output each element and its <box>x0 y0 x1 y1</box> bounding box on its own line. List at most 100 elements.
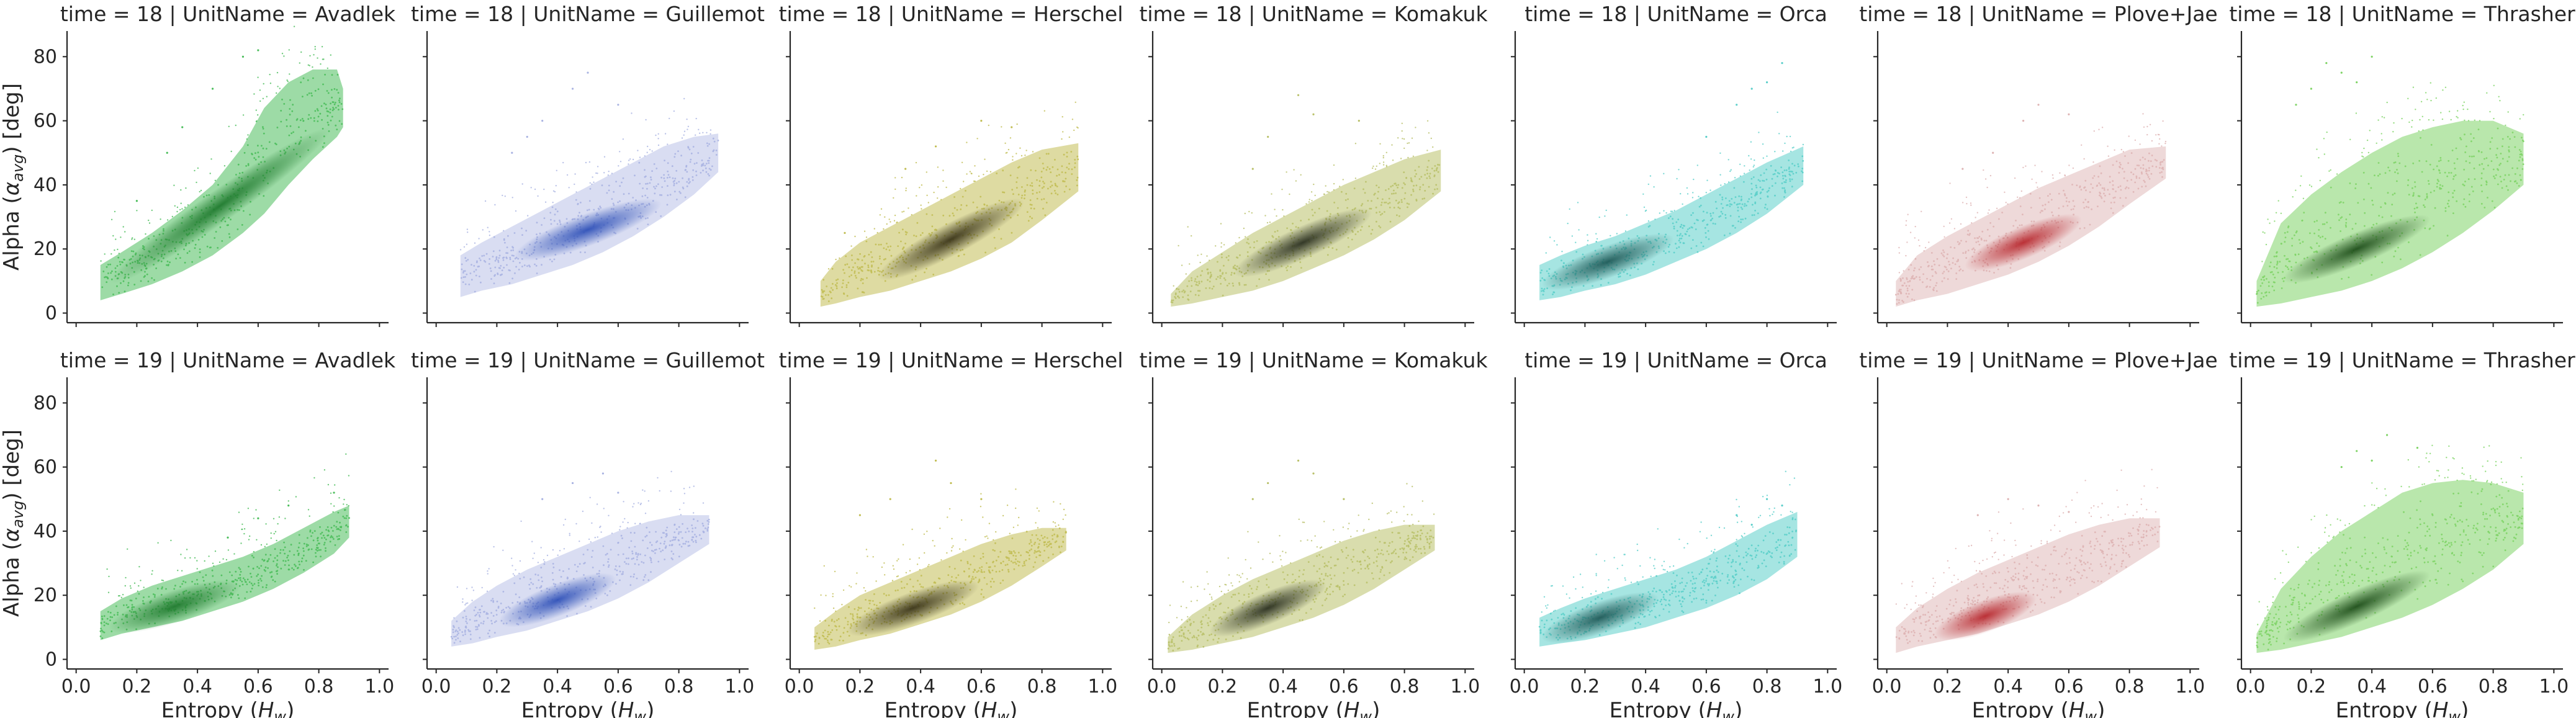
scatter-point <box>1777 172 1779 174</box>
scatter-point <box>114 249 115 251</box>
scatter-point <box>675 169 678 172</box>
scatter-point <box>313 54 315 56</box>
scatter-point <box>342 515 345 518</box>
scatter-point <box>1569 208 1570 210</box>
scatter-point <box>693 518 695 521</box>
scatter-point <box>845 284 848 286</box>
scatter-point <box>100 260 102 262</box>
scatter-point <box>2474 178 2476 180</box>
scatter-point <box>464 633 466 635</box>
scatter-point <box>1712 212 1714 214</box>
scatter-point <box>132 237 133 239</box>
scatter-point <box>509 258 511 261</box>
scatter-point <box>628 557 629 560</box>
scatter-point <box>1274 209 1276 210</box>
scatter-point <box>1012 562 1014 564</box>
scatter-point <box>1063 153 1065 156</box>
scatter-point <box>2462 108 2464 110</box>
scatter-point <box>336 128 338 131</box>
scatter-point <box>244 579 246 581</box>
scatter-point <box>1973 247 1975 249</box>
scatter-point <box>2400 258 2402 261</box>
scatter-point <box>574 183 575 186</box>
scatter-point <box>1381 213 1384 215</box>
scatter-point <box>337 105 340 107</box>
scatter-point <box>2408 194 2410 195</box>
scatter-point <box>1949 182 1951 184</box>
scatter-point <box>1415 184 1418 187</box>
scatter-point <box>867 264 870 267</box>
scatter-point <box>492 250 495 253</box>
scatter-point <box>119 261 121 263</box>
scatter-point <box>1988 235 1991 237</box>
scatter-point <box>2001 212 2004 213</box>
scatter-point <box>1195 284 1197 285</box>
scatter-point <box>1927 261 1929 263</box>
scatter-point <box>1742 218 1744 220</box>
scatter-point <box>701 163 703 166</box>
scatter-point <box>608 566 610 568</box>
scatter-point <box>2159 172 2161 174</box>
scatter-point <box>204 560 205 562</box>
scatter-point <box>300 560 303 563</box>
scatter-point <box>966 562 969 565</box>
y-tick-label: 20 <box>34 238 57 260</box>
scatter-point <box>2390 215 2392 217</box>
scatter-point <box>927 202 930 204</box>
scatter-point <box>518 596 521 598</box>
scatter-point <box>127 282 130 284</box>
scatter-point <box>1047 153 1050 155</box>
scatter-point <box>257 114 259 116</box>
scatter-point <box>2087 206 2090 209</box>
scatter-point <box>468 284 471 285</box>
scatter-point <box>1763 180 1765 182</box>
scatter-point <box>677 539 680 541</box>
scatter-point <box>2124 155 2126 157</box>
scatter-point <box>453 635 455 638</box>
scatter-point <box>1683 225 1685 227</box>
scatter-point <box>966 141 968 143</box>
scatter-point <box>1215 278 1217 280</box>
scatter-point <box>885 248 888 251</box>
scatter-point <box>702 163 705 164</box>
scatter-point <box>2139 159 2141 161</box>
scatter-point <box>327 123 330 126</box>
scatter-point <box>343 503 345 505</box>
scatter-point <box>580 202 582 204</box>
scatter-point <box>659 490 660 492</box>
scatter-point <box>904 243 906 245</box>
scatter-point <box>1428 175 1431 177</box>
scatter-point <box>1946 257 1948 259</box>
scatter-point <box>540 547 542 549</box>
scatter-point <box>241 583 244 586</box>
scatter-point <box>273 532 275 535</box>
scatter-point <box>2318 157 2320 159</box>
scatter-point <box>504 241 506 244</box>
scatter-point <box>1419 188 1421 191</box>
scatter-point <box>161 586 163 588</box>
scatter-point <box>538 579 540 581</box>
scatter-point <box>345 517 347 519</box>
scatter-point <box>513 582 516 585</box>
scatter-point <box>560 576 562 578</box>
scatter-point <box>994 542 996 544</box>
scatter-point <box>843 293 845 295</box>
scatter-point <box>2112 164 2114 166</box>
scatter-point <box>1395 184 1398 186</box>
scatter-point <box>281 99 283 101</box>
scatter-point <box>657 138 659 140</box>
scatter-point <box>1705 236 1707 238</box>
scatter-point <box>475 629 477 630</box>
scatter-point <box>299 563 300 566</box>
scatter-point <box>274 557 276 559</box>
scatter-point <box>343 498 345 501</box>
scatter-point <box>464 610 466 612</box>
scatter-point <box>888 249 891 251</box>
scatter-point <box>888 218 890 220</box>
scatter-point <box>628 546 631 549</box>
scatter-point <box>464 604 466 606</box>
scatter-point <box>1428 159 1430 162</box>
scatter-point <box>712 150 714 153</box>
scatter-point <box>2452 178 2454 180</box>
scatter-point <box>176 206 179 209</box>
